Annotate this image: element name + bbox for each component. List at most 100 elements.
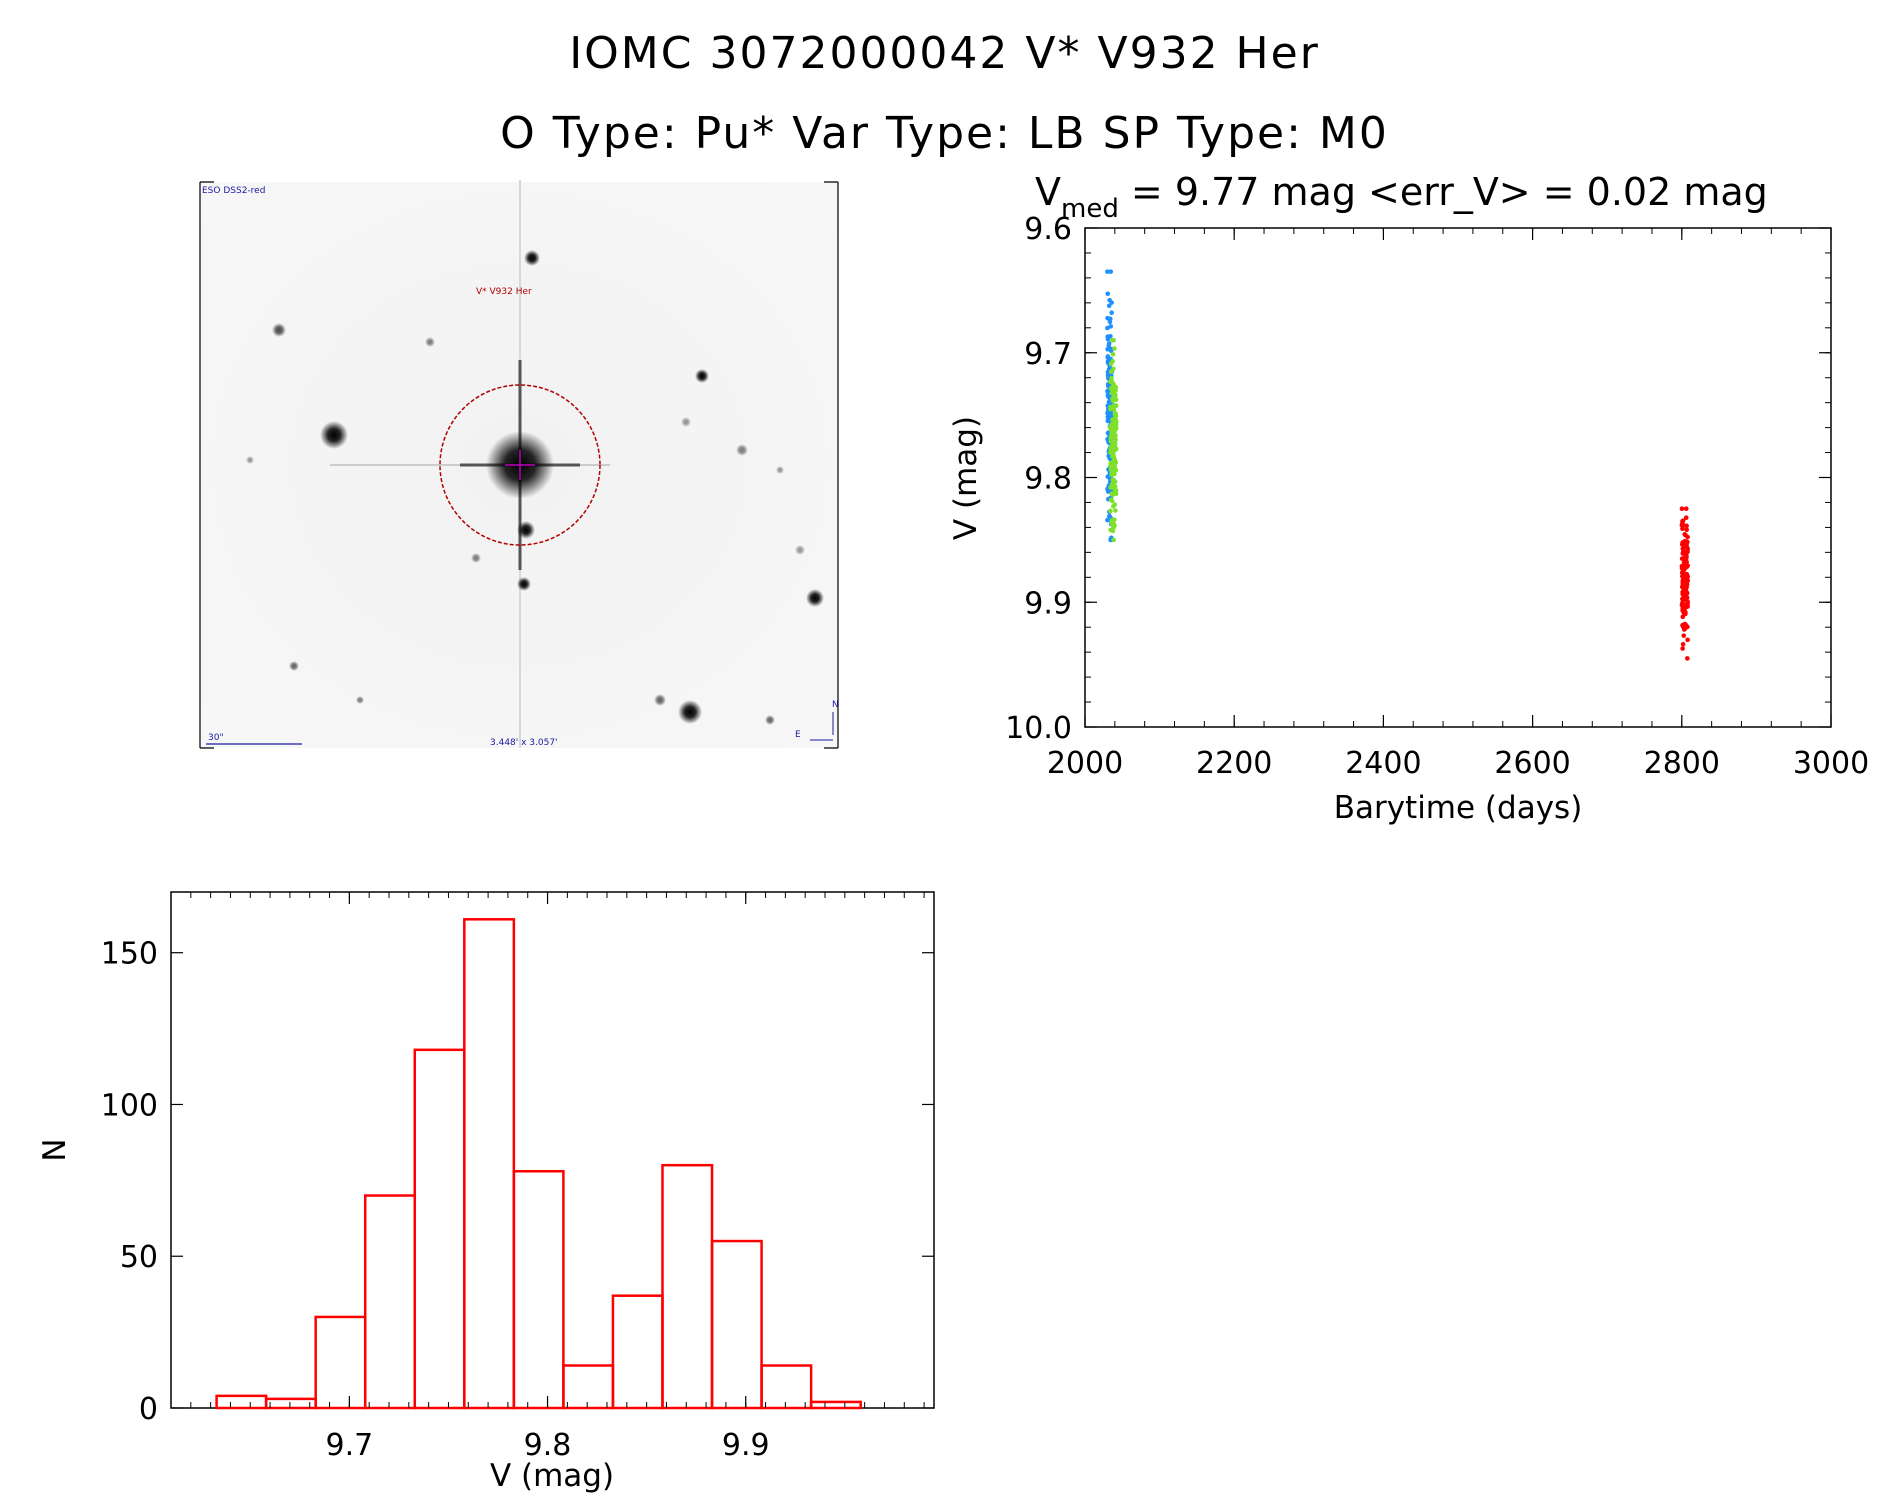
histogram-ylabel: N xyxy=(37,1138,73,1161)
hist-y-tick-label: 150 xyxy=(101,937,158,972)
field-star xyxy=(678,700,702,724)
field-star xyxy=(765,715,775,725)
lc-data-point xyxy=(1683,564,1689,569)
lc-data-point xyxy=(1680,518,1685,524)
histogram-bar xyxy=(512,1169,565,1410)
light-curve-ylabel: V (mag) xyxy=(948,416,984,540)
lc-data-point xyxy=(1105,291,1111,297)
lc-data-point xyxy=(1682,626,1688,631)
field-star xyxy=(517,577,531,591)
lc-x-tick-label: 3000 xyxy=(1793,746,1869,781)
lc-data-point xyxy=(1679,602,1685,608)
lc-data-point xyxy=(1679,563,1685,569)
lc-data-point xyxy=(1105,410,1111,416)
lc-data-point xyxy=(1110,417,1115,423)
lc-data-point xyxy=(1107,513,1112,519)
lc-data-point xyxy=(1109,300,1114,305)
header-subtitle: O Type: Pu* Var Type: LB SP Type: M0 xyxy=(500,108,1389,159)
lc-data-point xyxy=(1682,544,1687,549)
lc-data-point xyxy=(1109,431,1114,437)
lc-data-point xyxy=(1685,534,1690,540)
lc-data-point xyxy=(1105,325,1110,331)
lc-data-point xyxy=(1685,656,1690,661)
lc-x-tick-label: 2600 xyxy=(1494,746,1570,781)
lc-data-point xyxy=(1684,523,1689,529)
field-star xyxy=(681,417,691,427)
lc-data-point xyxy=(1111,407,1117,412)
histogram-bar xyxy=(809,1400,862,1410)
lc-data-point xyxy=(1108,316,1113,322)
lc-data-point xyxy=(1112,460,1117,465)
hist-x-tick-label: 9.9 xyxy=(722,1428,770,1463)
field-star xyxy=(517,521,535,539)
lc-data-point xyxy=(1681,560,1687,565)
field-star xyxy=(246,456,254,464)
lc-data-point xyxy=(1108,527,1113,533)
histogram-bar xyxy=(264,1397,317,1410)
lc-data-point xyxy=(1111,366,1116,372)
lc-data-point xyxy=(1109,378,1114,384)
lc-data-point xyxy=(1111,388,1117,393)
field-star xyxy=(289,661,299,671)
lc-data-point xyxy=(1681,588,1686,594)
east-label: E xyxy=(795,730,801,740)
lc-data-point xyxy=(1681,572,1687,578)
lc-data-point xyxy=(1110,492,1115,498)
histogram-bar xyxy=(562,1364,615,1410)
lc-data-point xyxy=(1108,464,1114,469)
light-curve-xlabel: Barytime (days) xyxy=(1334,790,1583,826)
field-size-label: 3.448' x 3.057' xyxy=(490,738,558,748)
hist-y-tick-label: 0 xyxy=(139,1392,158,1427)
hist-x-tick-label: 9.8 xyxy=(524,1428,572,1463)
lc-data-point xyxy=(1684,595,1690,600)
lc-data-point xyxy=(1109,472,1114,477)
lc-y-tick-label: 9.8 xyxy=(1024,462,1072,497)
lc-data-point xyxy=(1105,269,1110,274)
histogram-xlabel: V (mag) xyxy=(490,1458,614,1494)
lc-data-point xyxy=(1105,336,1111,342)
lc-data-point xyxy=(1108,269,1114,274)
hist-x-tick-label: 9.7 xyxy=(326,1428,374,1463)
field-star xyxy=(320,421,348,449)
lc-y-tick-label: 9.9 xyxy=(1024,586,1072,621)
lc-data-point xyxy=(1105,393,1111,398)
histogram-bar xyxy=(611,1294,664,1410)
lc-data-point xyxy=(1685,604,1690,609)
lc-data-point xyxy=(1112,517,1117,522)
histogram-bar xyxy=(314,1315,367,1410)
histogram-bar xyxy=(413,1048,466,1410)
lc-data-point xyxy=(1113,397,1119,403)
lc-data-point xyxy=(1113,403,1119,408)
lc-data-point xyxy=(1680,578,1686,583)
histogram-bar xyxy=(760,1364,813,1410)
lc-data-point xyxy=(1682,531,1688,537)
histogram-bar xyxy=(363,1194,417,1410)
lc-data-point xyxy=(1681,568,1686,574)
field-star xyxy=(795,545,805,555)
lc-data-point xyxy=(1105,354,1111,359)
lc-x-tick-label: 2000 xyxy=(1047,746,1123,781)
north-label: N xyxy=(832,700,839,710)
histogram-bar xyxy=(215,1394,268,1410)
lc-data-point xyxy=(1112,479,1118,485)
lc-x-tick-label: 2200 xyxy=(1196,746,1272,781)
lc-data-point xyxy=(1682,609,1687,614)
lc-data-point xyxy=(1111,451,1116,456)
lc-data-point xyxy=(1111,537,1116,543)
lc-data-point xyxy=(1680,641,1686,647)
survey-label: ESO DSS2-red xyxy=(202,186,265,196)
lc-data-point xyxy=(1110,337,1115,343)
lc-data-point xyxy=(1682,550,1687,555)
lc-data-point xyxy=(1685,637,1690,643)
light-curve-chart: Vmed = 9.77 mag <err_V> = 0.02 mag 2000 2… xyxy=(948,170,1869,826)
lc-data-point xyxy=(1680,646,1685,651)
field-star xyxy=(736,444,748,456)
lc-data-point xyxy=(1113,437,1118,442)
field-star xyxy=(425,337,435,347)
histogram-bar xyxy=(661,1163,714,1410)
lc-data-point xyxy=(1112,346,1117,351)
lc-data-point xyxy=(1109,310,1114,316)
histogram-frame xyxy=(170,891,935,1409)
field-star xyxy=(776,466,784,474)
